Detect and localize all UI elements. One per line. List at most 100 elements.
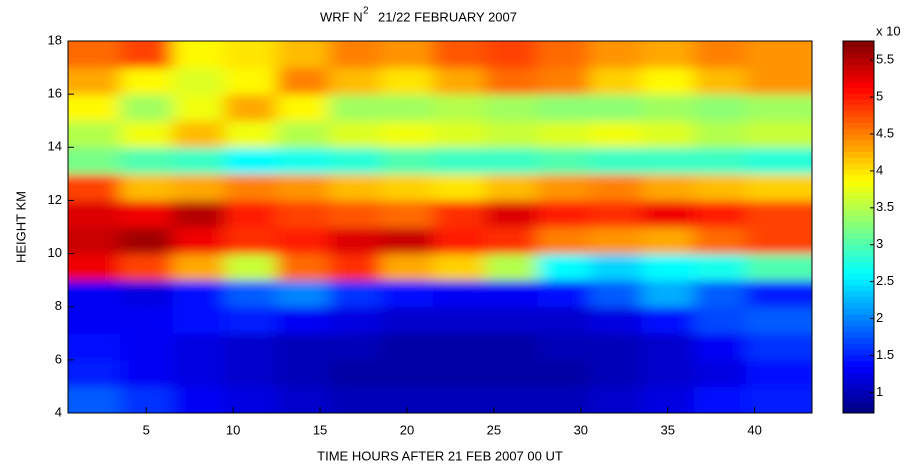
heatmap-cell xyxy=(693,359,747,387)
heatmap-cell xyxy=(693,200,747,228)
heatmap-cell xyxy=(433,333,486,361)
heatmap-cell xyxy=(485,67,538,95)
heatmap-cell xyxy=(120,359,173,387)
heatmap-cell xyxy=(641,147,695,175)
heatmap-cell xyxy=(589,200,643,228)
heatmap-cell xyxy=(224,120,278,148)
y-tick-label: 12 xyxy=(48,192,62,207)
heatmap-cell xyxy=(276,67,330,95)
heatmap-cell xyxy=(693,253,747,281)
heatmap-cell xyxy=(537,359,590,387)
heatmap-cell xyxy=(380,173,434,201)
colorbar-tick-label: 2 xyxy=(876,310,883,325)
colorbar-segment xyxy=(843,110,874,118)
heatmap-cell xyxy=(172,280,225,308)
x-axis-label: TIME HOURS AFTER 21 FEB 2007 00 UT xyxy=(317,448,563,463)
colorbar-segment xyxy=(843,401,874,408)
heatmap-cell xyxy=(120,94,173,122)
heatmap-cell xyxy=(433,67,486,95)
heatmap-cell xyxy=(745,200,812,228)
heatmap-cell xyxy=(641,173,695,201)
heatmap-cell xyxy=(433,41,486,69)
colorbar-tick-label: 4 xyxy=(876,162,883,177)
heatmap-cell xyxy=(328,253,382,281)
colorbar-segment xyxy=(843,279,874,286)
heatmap-cell xyxy=(276,200,330,228)
plot-frame xyxy=(67,40,813,414)
heatmap-cell xyxy=(589,94,643,122)
heatmap-cell xyxy=(537,253,590,281)
heatmap-cell xyxy=(68,173,121,201)
heatmap-cell xyxy=(328,94,382,122)
heatmap-cell xyxy=(224,280,278,308)
colorbar-segment xyxy=(843,203,874,211)
colorbar-frame xyxy=(842,40,875,414)
heatmap-cell xyxy=(276,173,330,201)
heatmap-cell xyxy=(380,147,434,175)
heatmap-cell xyxy=(328,386,382,413)
heatmap-cell xyxy=(276,147,330,175)
heatmap-cell xyxy=(693,120,747,148)
title-superscript: 2 xyxy=(363,6,369,17)
heatmap-cell xyxy=(276,253,330,281)
colorbar-segment xyxy=(843,261,874,269)
heatmap-cell xyxy=(537,306,590,334)
heatmap-cell xyxy=(589,147,643,175)
heatmap-cell xyxy=(745,67,812,95)
colorbar-segment xyxy=(843,314,874,321)
y-tick-label: 10 xyxy=(48,245,62,260)
colorbar-tick-label: 5.5 xyxy=(876,52,894,67)
colorbar-segment xyxy=(843,197,874,205)
heatmap-cell xyxy=(433,306,486,334)
heatmap-cell xyxy=(589,227,643,255)
heatmap-cell xyxy=(433,359,486,387)
heatmap-cell xyxy=(641,94,695,122)
heatmap-cell xyxy=(589,173,643,201)
y-tick-label: 4 xyxy=(55,404,62,419)
heatmap-cell xyxy=(276,359,330,387)
heatmap-cell xyxy=(589,120,643,148)
heatmap-cell xyxy=(172,67,225,95)
heatmap-cell xyxy=(693,41,747,69)
colorbar-segment xyxy=(843,70,874,77)
heatmap-cell xyxy=(224,67,278,95)
heatmap-cell xyxy=(68,94,121,122)
heatmap-cell xyxy=(745,386,812,413)
heatmap-cell xyxy=(693,94,747,122)
colorbar-segment xyxy=(843,157,874,164)
heatmap-cell xyxy=(68,306,121,334)
heatmap-cell xyxy=(120,41,173,69)
colorbar-segment xyxy=(843,372,874,379)
heatmap-cell xyxy=(537,333,590,361)
heatmap-cells xyxy=(68,41,812,413)
heatmap-cell xyxy=(172,333,225,361)
colorbar-segment xyxy=(843,134,874,141)
heatmap-cell xyxy=(380,253,434,281)
heatmap-cell xyxy=(641,227,695,255)
heatmap-cell xyxy=(485,94,538,122)
heatmap-cell xyxy=(380,227,434,255)
colorbar-segment xyxy=(843,87,874,94)
heatmap-cell xyxy=(224,147,278,175)
x-tick-label: 15 xyxy=(313,422,327,437)
colorbar-tick-label: 5 xyxy=(876,89,883,104)
heatmap-cell xyxy=(745,253,812,281)
x-tick-label: 20 xyxy=(400,422,414,437)
heatmap-cell xyxy=(641,253,695,281)
heatmap-cell xyxy=(172,41,225,69)
colorbar-segment xyxy=(843,331,874,338)
colorbar-segment xyxy=(843,163,874,170)
heatmap-cell xyxy=(745,41,812,69)
heatmap-cell xyxy=(172,173,225,201)
colorbar-segment xyxy=(843,337,874,344)
colorbar-segment xyxy=(843,104,874,112)
heatmap-cell xyxy=(589,41,643,69)
heatmap-cell xyxy=(328,227,382,255)
colorbar-segment xyxy=(843,308,874,315)
heatmap-cell xyxy=(433,386,486,413)
heatmap-cell xyxy=(224,94,278,122)
heatmap-cell xyxy=(276,94,330,122)
x-tick-label: 25 xyxy=(487,422,501,437)
heatmap-cell xyxy=(745,94,812,122)
